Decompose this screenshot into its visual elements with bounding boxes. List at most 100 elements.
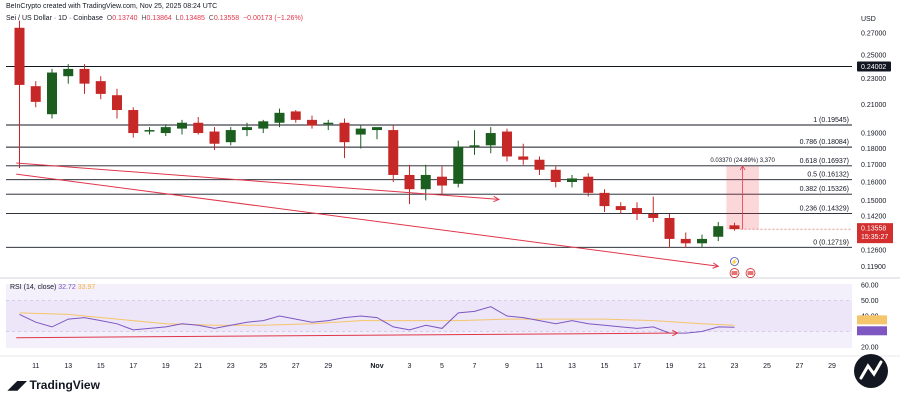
rsi-tag <box>857 326 887 336</box>
divergence-trendline <box>16 162 499 200</box>
time-axis-tick: 17 <box>129 363 137 370</box>
time-axis-tick: 11 <box>536 363 543 370</box>
price-axis-tick: 0.25000 <box>861 52 886 59</box>
candle-body-down <box>615 206 626 211</box>
time-axis-tick: 9 <box>505 363 509 370</box>
rsi-ma-value: 33.97 <box>77 284 96 291</box>
candle-body-up <box>567 178 577 182</box>
candle-body-up <box>258 121 269 129</box>
last-price-label: 0.13558 <box>861 226 886 233</box>
fib-level-label: 0.5 (0.16132) <box>807 172 849 179</box>
symbol-title: Sei / US Dollar · 1D · Coinbase <box>6 15 103 22</box>
candle-body-down <box>550 169 561 182</box>
time-axis-tick: 19 <box>162 363 170 370</box>
high-label: H <box>141 15 147 22</box>
lightning-event-icon <box>730 257 739 266</box>
candle-body-down <box>339 122 350 143</box>
candle-body-down <box>307 119 317 126</box>
candle-body-up <box>323 122 334 125</box>
price-range-arrow-head <box>739 165 746 171</box>
resistance-level-tag <box>857 61 891 72</box>
price-axis-tick: 0.15000 <box>861 198 886 205</box>
time-axis-tick: 3 <box>408 363 412 370</box>
candle-body-down <box>502 131 512 157</box>
time-axis-tick: Nov <box>370 363 383 370</box>
rsi-legend: RSI (14, close) 32.72 33.97 <box>10 284 95 291</box>
price-axis-tick: 0.27000 <box>861 31 886 38</box>
price-axis-tick: 0.14200 <box>861 213 886 220</box>
time-axis-tick: 29 <box>324 363 332 370</box>
time-axis-tick: 27 <box>796 363 804 370</box>
time-axis-tick: 25 <box>763 363 771 370</box>
candle-body-up <box>225 130 236 143</box>
time-axis-tick: 11 <box>32 363 39 370</box>
rsi-divergence-arrow-head <box>672 329 679 337</box>
rsi-divergence-trendline <box>16 332 678 339</box>
close-value: 0.13558 <box>213 15 240 22</box>
candle-body-down <box>128 110 139 134</box>
divergence-trendline <box>16 173 719 267</box>
time-axis-tick: 15 <box>601 363 609 370</box>
candle-body-up <box>144 130 155 132</box>
time-axis-tick: 23 <box>731 363 739 370</box>
candle-body-down <box>664 217 675 239</box>
price-axis-tick: 0.23000 <box>861 76 886 83</box>
time-axis-tick: 7 <box>473 363 477 370</box>
rsi-title: RSI (14, close) <box>10 284 57 291</box>
rsi-value: 32.72 <box>58 284 76 291</box>
rsi-axis-tick: 20.00 <box>861 345 879 352</box>
candle-body-up <box>47 72 57 115</box>
candle-body-down <box>599 192 610 207</box>
rsi-axis-tick: 50.00 <box>861 298 879 305</box>
time-axis-tick: 21 <box>194 363 202 370</box>
candle-body-down <box>534 159 545 170</box>
candle-body-up <box>372 127 382 131</box>
time-axis-tick: 29 <box>828 363 836 370</box>
candle-body-up <box>469 145 480 147</box>
rsi-axis-tick: 60.00 <box>861 283 879 290</box>
close-label: C <box>208 15 214 22</box>
low-label: L <box>175 15 180 22</box>
time-axis-tick: 19 <box>666 363 674 370</box>
us-flag-glyph <box>731 271 738 276</box>
time-axis-tick: 25 <box>259 363 267 370</box>
time-axis-tick: 23 <box>227 363 235 370</box>
candle-body-up <box>713 226 724 237</box>
tradingview-logo: ◢◤ TradingView <box>8 378 100 392</box>
resistance-level-label: 0.24002 <box>861 64 886 71</box>
candle-body-up <box>63 68 74 77</box>
beincrypto-logo-mark <box>859 360 883 380</box>
currency-label: USD <box>861 16 876 23</box>
candle-body-down <box>729 225 740 230</box>
candle-body-down <box>209 131 220 144</box>
high-value: 0.13864 <box>146 15 172 22</box>
time-axis-tick: 15 <box>97 363 105 370</box>
divergence-arrow-head <box>493 195 500 203</box>
time-axis-tick: 13 <box>568 363 576 370</box>
open-label: O <box>106 15 113 22</box>
candle-body-down <box>632 208 642 214</box>
candle-body-down <box>404 174 415 190</box>
fib-level-label: 0.618 (0.16937) <box>800 158 849 165</box>
price-axis-tick: 0.18000 <box>861 146 886 153</box>
lightning-glyph: ⚡ <box>731 258 738 266</box>
candle-body-down <box>680 238 691 244</box>
candle-body-down <box>648 213 659 218</box>
candle-body-down <box>518 156 529 160</box>
price-axis-tick: 0.19000 <box>861 131 886 138</box>
candle-body-down <box>388 130 399 175</box>
price-range-label: 0.03370 (24.89%) 3,370 <box>710 158 775 164</box>
time-axis-tick: 5 <box>440 363 444 370</box>
divergence-arrow-head <box>712 262 720 269</box>
last-price-tag <box>857 223 893 244</box>
rsi-line <box>19 306 735 334</box>
rsi-ma-tag <box>857 315 887 325</box>
time-axis-tick: 17 <box>633 363 641 370</box>
tradingview-logo-icon: ◢◤ <box>8 378 27 392</box>
time-axis-tick: 21 <box>698 363 706 370</box>
rsi-ma-line <box>19 312 735 326</box>
candle-body-down <box>112 95 122 111</box>
candle-body-up <box>697 238 707 244</box>
time-axis-tick: 13 <box>64 363 72 370</box>
